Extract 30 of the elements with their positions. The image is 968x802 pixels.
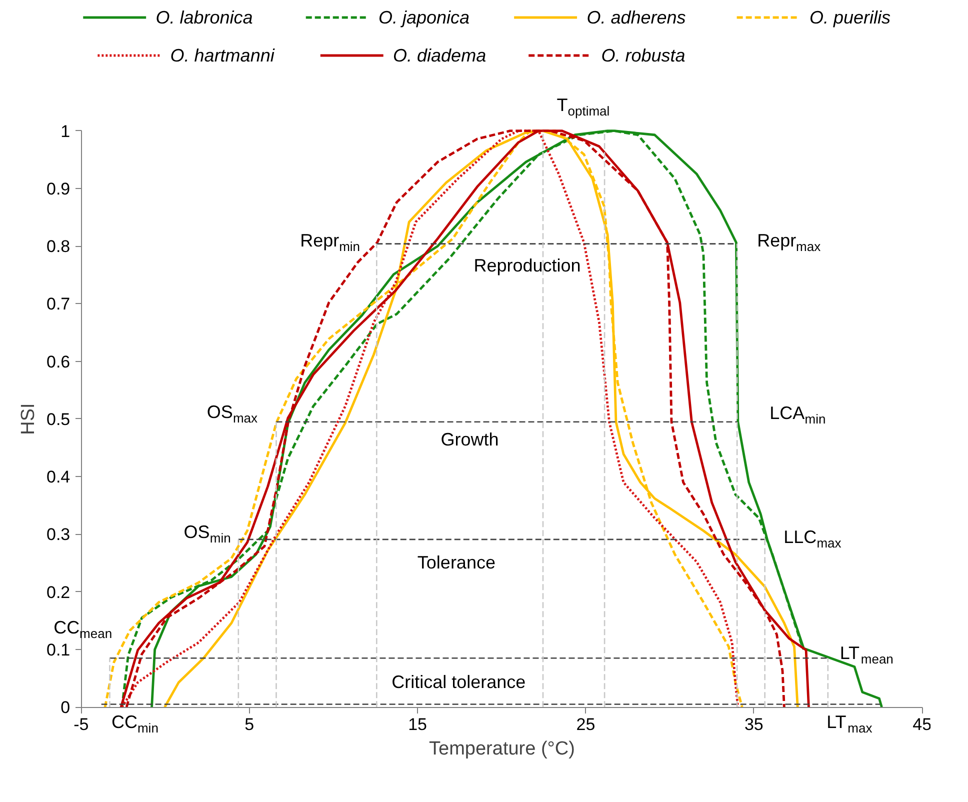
legend-label: O. puerilis <box>809 8 890 28</box>
x-tick-label: 45 <box>912 715 932 734</box>
legend-label: O. adherens <box>586 8 686 28</box>
x-tick-label: -5 <box>74 715 89 734</box>
annotation: Reproduction <box>474 256 581 276</box>
y-tick-label: 0.8 <box>46 237 70 256</box>
annotation: Tolerance <box>417 552 496 572</box>
y-tick-label: 0.7 <box>46 294 70 314</box>
y-tick-label: 0.4 <box>46 468 70 487</box>
y-tick-label: 0.3 <box>46 525 70 544</box>
y-tick-label: 0.1 <box>46 640 70 660</box>
legend-label: O. labronica <box>156 8 253 28</box>
y-tick-label: 1 <box>60 122 70 141</box>
y-tick-label: 0 <box>60 698 70 718</box>
x-tick-label: 35 <box>744 715 764 734</box>
legend-label: O. japonica <box>378 8 470 28</box>
x-axis-title: Temperature (°C) <box>429 738 575 760</box>
x-tick-label: 15 <box>408 715 427 734</box>
annotation: Growth <box>440 430 499 450</box>
y-axis-title: HSI <box>18 403 39 435</box>
y-tick-label: 0.6 <box>46 352 70 372</box>
legend-label: O. diadema <box>393 46 486 66</box>
annotation: Critical tolerance <box>392 672 526 692</box>
y-tick-label: 0.9 <box>46 179 70 198</box>
x-tick-label: 5 <box>244 715 254 734</box>
legend-label: O. hartmanni <box>170 46 276 66</box>
x-tick-label: 25 <box>576 715 596 734</box>
y-tick-label: 0.2 <box>46 582 70 602</box>
y-tick-label: 0.5 <box>46 410 70 429</box>
legend-label: O. robusta <box>601 46 686 66</box>
